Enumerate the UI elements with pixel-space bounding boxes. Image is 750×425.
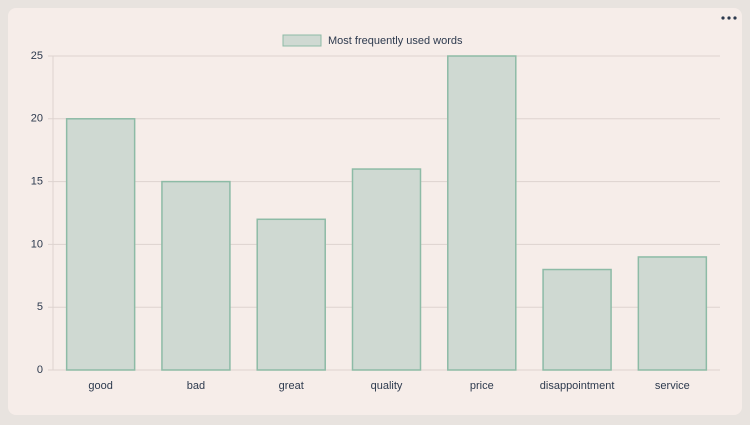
legend-swatch[interactable] [282, 34, 322, 47]
bar[interactable] [637, 256, 708, 371]
y-tick-label: 15 [31, 176, 43, 188]
bar[interactable] [161, 180, 231, 371]
x-tick-label: bad [187, 380, 205, 392]
y-tick-label: 5 [37, 301, 43, 313]
legend-label[interactable]: Most frequently used words [328, 35, 463, 47]
menu-dot [733, 16, 737, 20]
x-tick-label: disappointment [540, 380, 615, 392]
bar[interactable] [351, 168, 422, 371]
x-tick-label: service [655, 380, 690, 392]
y-tick-label: 20 [31, 113, 43, 125]
menu-dot [727, 16, 731, 20]
y-tick-label: 25 [31, 50, 43, 62]
x-tick-label: great [279, 380, 304, 392]
bar[interactable] [256, 218, 326, 371]
y-tick-label: 10 [31, 238, 43, 250]
y-tick-label: 0 [37, 364, 43, 376]
x-tick-label: quality [371, 380, 403, 392]
bar[interactable] [447, 55, 517, 371]
x-tick-label: price [470, 380, 494, 392]
bar[interactable] [65, 118, 136, 371]
menu-dot [721, 16, 725, 20]
bar[interactable] [542, 268, 612, 371]
x-tick-label: good [88, 380, 112, 392]
menu-button[interactable] [721, 16, 737, 20]
